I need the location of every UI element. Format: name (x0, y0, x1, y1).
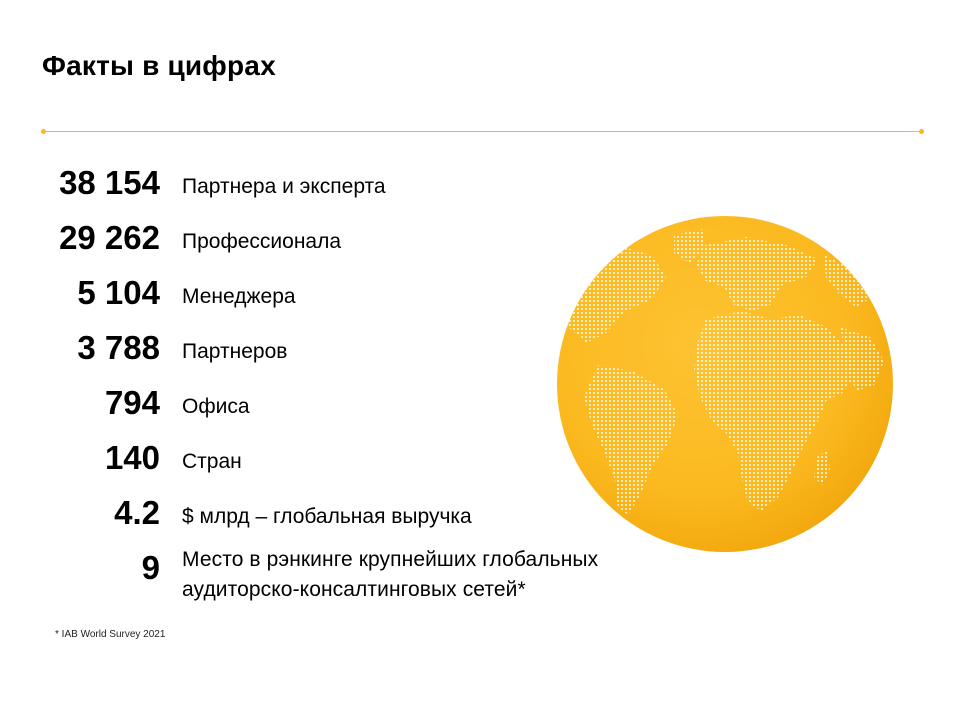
fact-value: 3 788 (77, 329, 160, 366)
fact-row: 29 262 Профессионала (0, 215, 700, 265)
fact-row: 794 Офиса (0, 380, 700, 430)
fact-row: 5 104 Менеджера (0, 270, 700, 320)
fact-value: 140 (104, 439, 160, 476)
slide-title: Факты в цифрах (42, 50, 276, 81)
fact-row: 9 Место в рэнкинге крупнейших глобальных… (0, 545, 700, 605)
fact-label: Профессионала (182, 230, 342, 253)
fact-value: 38 154 (59, 164, 160, 201)
divider-dot-left (41, 129, 46, 134)
fact-value: 4.2 (114, 494, 160, 531)
fact-row: 4.2 $ млрд – глобальная выручка (0, 490, 700, 540)
fact-label-line: аудиторско-консалтинговых сетей* (182, 578, 526, 601)
fact-label: Партнеров (182, 340, 288, 363)
fact-label: Офиса (182, 395, 250, 418)
globe-icon (557, 216, 893, 552)
fact-label: Место в рэнкинге крупнейших глобальных а… (182, 545, 598, 605)
divider-dot-right (919, 129, 924, 134)
fact-value: 794 (104, 384, 160, 421)
fact-label: Менеджера (182, 285, 296, 308)
fact-row: 3 788 Партнеров (0, 325, 700, 375)
fact-label: $ млрд – глобальная выручка (182, 505, 472, 528)
fact-label: Партнера и эксперта (182, 175, 386, 198)
fact-label: Стран (182, 450, 242, 473)
footnote: * IAB World Survey 2021 (55, 629, 166, 640)
fact-row: 38 154 Партнера и эксперта (0, 160, 700, 210)
fact-value: 29 262 (59, 219, 160, 256)
fact-value: 5 104 (77, 274, 160, 311)
fact-value: 9 (141, 549, 160, 586)
title-divider (41, 129, 924, 134)
fact-row: 140 Стран (0, 435, 700, 485)
fact-label-line: Место в рэнкинге крупнейших глобальных (182, 548, 599, 571)
